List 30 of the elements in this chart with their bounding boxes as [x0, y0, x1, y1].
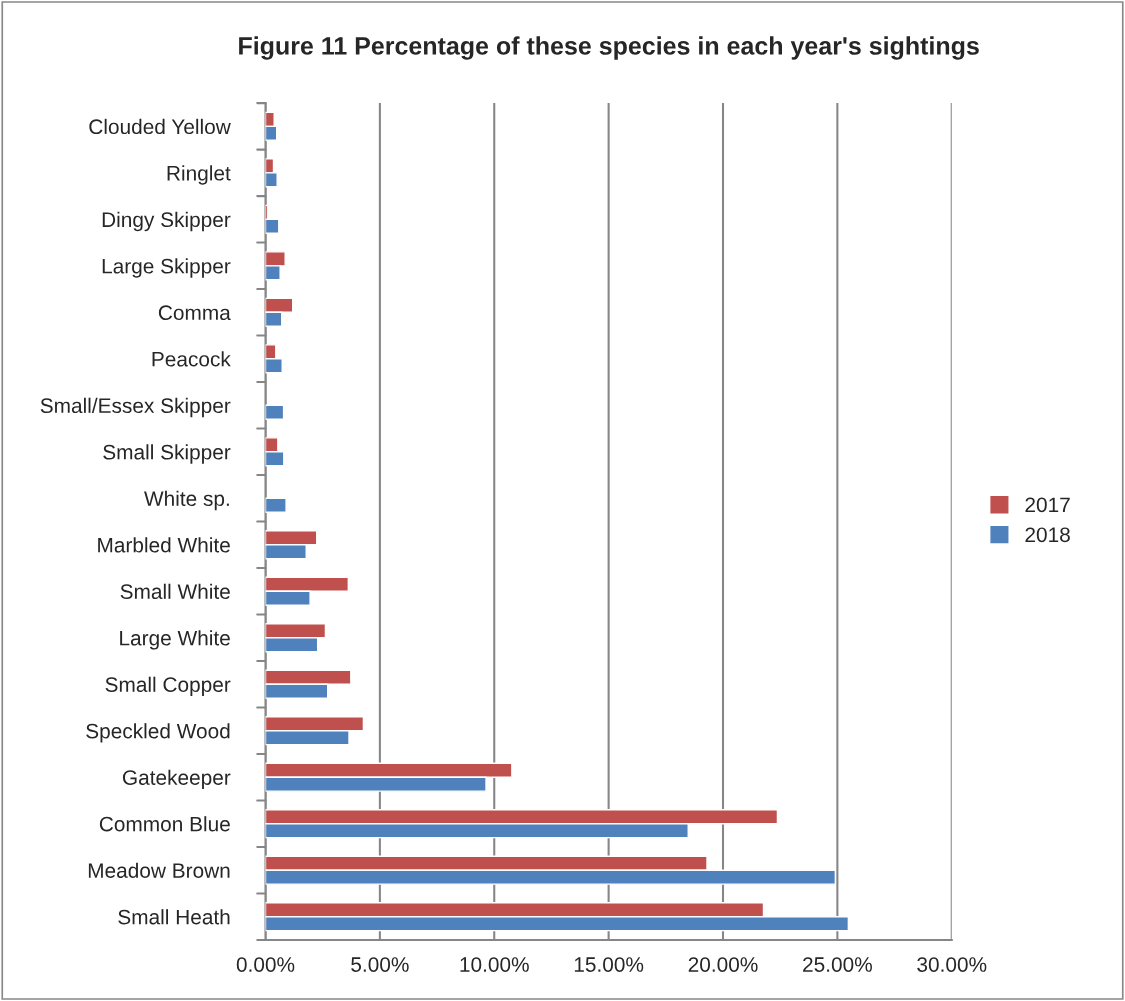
y-tick-label: Speckled Wood [86, 723, 230, 743]
y-tick-label: Dingy Skipper [102, 211, 231, 232]
y-tick-label: White sp. [144, 490, 229, 511]
x-tick-label: 0.00% [236, 957, 295, 972]
y-tick-label: Large Skipper [102, 258, 231, 278]
y-tick-label: Ringlet [167, 165, 231, 185]
y-tick-label: Comma [158, 305, 231, 321]
y-tick-label: Gatekeeper [122, 769, 231, 790]
y-tick-label: Small Copper [105, 676, 231, 697]
y-tick-label: Clouded Yellow [89, 118, 231, 135]
x-tick-label: 10.00% [460, 957, 529, 972]
y-tick-label: Peacock [152, 351, 231, 367]
x-tick-label: 25.00% [803, 957, 872, 972]
x-tick-label: 20.00% [688, 957, 758, 972]
x-tick-label: 5.00% [351, 957, 409, 972]
y-tick-label: Small Heath [118, 909, 230, 925]
y-tick-label: Small White [120, 583, 230, 600]
chart-title: Figure 11 Percentage of these species in each year's sightings [239, 36, 979, 60]
y-tick-label: Small/Essex Skipper [40, 397, 231, 418]
legend-label: 2018 [1025, 527, 1070, 543]
y-tick-label: Common Blue [99, 816, 230, 832]
y-tick-label: Meadow Brown [88, 862, 230, 878]
y-tick-label: Small Skipper [103, 444, 231, 464]
bar [265, 404, 285, 420]
x-tick-label: 15.00% [574, 957, 644, 972]
legend-label: 2017 [1025, 497, 1070, 513]
y-tick-label: Marbled White [98, 537, 230, 553]
bar [265, 497, 287, 513]
y-tick-label: Large White [120, 630, 230, 650]
x-tick-label: 30.00% [917, 957, 987, 972]
